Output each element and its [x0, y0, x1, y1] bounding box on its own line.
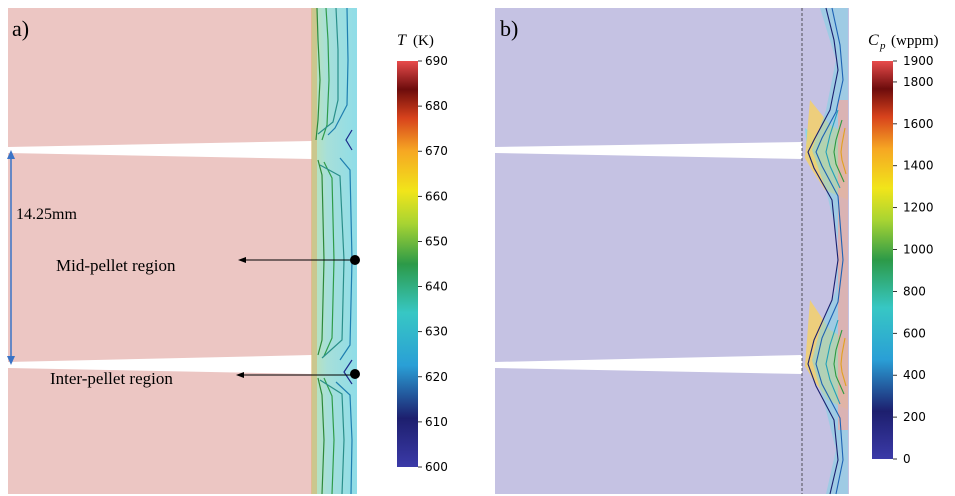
dimension-label: 14.25mm — [16, 206, 77, 223]
colorbar-b-title-sub: p — [879, 40, 886, 52]
colorbar-b-tick-label: 1200 — [903, 201, 934, 215]
colorbar-a-ticks: 690 680 670 660 650 640 630 620 610 600 — [418, 54, 448, 474]
colorbar-a-tick-label: 620 — [425, 370, 448, 384]
inter-pellet-arrowhead — [236, 372, 244, 378]
pellet-top-a — [8, 8, 312, 147]
contour-b-2 — [815, 7, 844, 495]
panel-a: a) 14.25mm Mid-pellet region Inter-pelle… — [7, 7, 360, 495]
colorbar-b-tick-label: 600 — [903, 326, 926, 340]
panel-a-label: a) — [12, 16, 29, 41]
colorbar-b: C p (wppm) 1900 1800 1600 1400 1200 1000 800 60… — [868, 32, 939, 466]
pellet-gap-bottom-wedge-a — [272, 355, 312, 374]
contour-a-5 — [343, 129, 353, 385]
dimension-arrowhead-top — [7, 150, 15, 159]
colorbar-a: T (K) 690 680 670 660 650 640 630 620 610 600 — [397, 32, 448, 474]
colorbar-a-title-var: T — [397, 32, 407, 49]
contour-lines-b — [807, 7, 847, 495]
colorbar-a-tick-label: 690 — [425, 54, 448, 68]
colorbar-b-tick-label: 800 — [903, 284, 926, 298]
pellet-gap-bottom-a — [8, 355, 312, 374]
colorbar-a-tick-label: 650 — [425, 234, 448, 248]
colorbar-a-tick-label: 600 — [425, 460, 448, 474]
contour-b-4 — [833, 119, 845, 395]
pellet-gap-top-wedge-a — [270, 141, 312, 159]
colorbar-b-tick-label: 0 — [903, 452, 911, 466]
pellet-gap-top-a — [8, 141, 312, 159]
mid-pellet-label: Mid-pellet region — [56, 256, 176, 275]
colorbar-b-ticks: 1900 1800 1600 1400 1200 1000 800 600 400 200 0 — [893, 54, 934, 466]
contour-b-5 — [840, 127, 847, 387]
background-b — [495, 8, 849, 494]
rim-strip-a — [311, 8, 317, 494]
pellet-gap-top-wedge-b — [760, 142, 802, 159]
colorbar-b-title-var: C — [868, 32, 879, 49]
colorbar-a-tick-label: 630 — [425, 325, 448, 339]
colorbar-b-tick-label: 1400 — [903, 159, 934, 173]
colorbar-b-tick-label: 1800 — [903, 75, 934, 89]
colorbar-a-tick-label: 660 — [425, 189, 448, 203]
panel-b-label: b) — [500, 16, 518, 41]
contour-b-1 — [807, 7, 839, 495]
colorbar-a-tick-label: 680 — [425, 99, 448, 113]
colorbar-b-tick-label: 200 — [903, 410, 926, 424]
colorbar-b-title-unit: (wppm) — [891, 33, 939, 49]
colorbar-b-tick-label: 1000 — [903, 243, 934, 257]
colorbar-b-bar — [872, 61, 893, 459]
inter-pellet-label: Inter-pellet region — [50, 369, 173, 388]
colorbar-b-tick-label: 400 — [903, 368, 926, 382]
pellet-bottom-a — [8, 368, 312, 494]
pellet-gap-bottom-wedge-b — [762, 355, 802, 374]
colorbar-a-tick-label: 640 — [425, 280, 448, 294]
inter-pellet-marker — [350, 369, 360, 379]
colorbar-b-tick-label: 1600 — [903, 117, 934, 131]
colorbar-a-title-unit: (K) — [413, 33, 434, 49]
pellet-middle-a — [8, 153, 312, 362]
panel-b: b) — [495, 7, 849, 495]
colorbar-a-tick-label: 670 — [425, 144, 448, 158]
mid-pellet-marker — [350, 255, 360, 265]
pellet-gap-bottom-b — [495, 355, 802, 374]
contour-b-3 — [825, 109, 841, 405]
colorbar-b-tick-label: 1900 — [903, 54, 934, 68]
mid-pellet-arrowhead — [238, 257, 246, 263]
dimension-arrowhead-bottom — [7, 356, 15, 365]
colorbar-a-tick-label: 610 — [425, 415, 448, 429]
hot-strip-b — [838, 100, 848, 430]
pellet-gap-top-b — [495, 142, 802, 159]
colorbar-a-bar — [397, 61, 418, 467]
